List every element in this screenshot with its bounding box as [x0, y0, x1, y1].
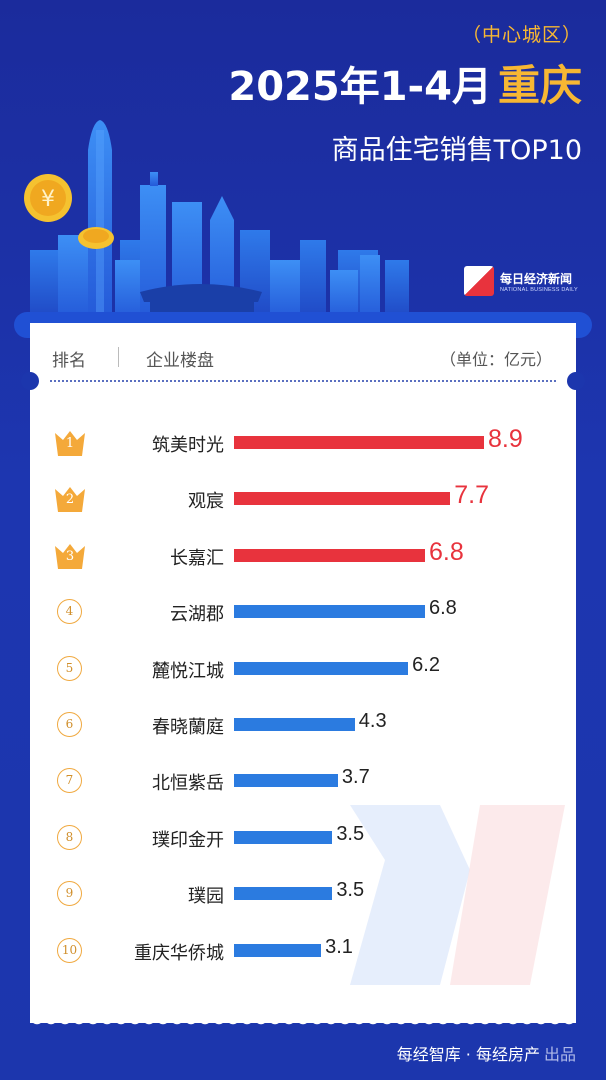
value-bar [234, 605, 425, 619]
card-notch-left [21, 372, 39, 390]
title-period: 2025年1-4月 [228, 64, 492, 110]
rank-column-header: 排名 [52, 351, 86, 371]
logo-en-text: NATIONAL BUSINESS DAILY [500, 286, 578, 293]
rank-number: 4 [57, 599, 82, 625]
table-row: 3 长嘉汇 6.8 [30, 536, 576, 576]
crown-icon: 3 [54, 542, 86, 570]
crown-icon: 2 [54, 485, 86, 513]
value-bar [234, 718, 355, 731]
rank-number: 9 [57, 881, 82, 907]
value-label: 8.9 [488, 425, 523, 453]
rank-number: 6 [57, 712, 82, 737]
value-label: 6.2 [412, 653, 440, 676]
value-label: 3.7 [341, 766, 370, 789]
svg-text:¥: ¥ [41, 187, 55, 212]
table-row: 1 筑美时光 8.9 [30, 423, 576, 463]
rank-number: 1 [65, 436, 75, 451]
table-row: 8 璞印金开 3.5 [30, 818, 576, 858]
project-name: 春晓蘭庭 [152, 717, 224, 738]
area-label: （中心城区） [461, 24, 582, 46]
value-label: 3.1 [325, 935, 353, 958]
footer-credit: 每经智库 · 每经房产 出品 [397, 1041, 576, 1065]
ranking-list: 1 筑美时光 8.9 2 观宸 7.7 3 长嘉汇 6.8 4 云湖郡 6.8 5 麓悦江城 6.2 6 春晓蘭… [30, 0, 576, 1080]
project-name: 筑美时光 [152, 435, 224, 456]
table-row: 2 观宸 7.7 [30, 479, 576, 519]
rank-number: 7 [57, 768, 82, 794]
project-name: 北恒紫岳 [152, 773, 224, 795]
value-bar [234, 887, 333, 901]
value-bar [234, 492, 451, 506]
project-name: 云湖郡 [170, 604, 224, 626]
value-bar [234, 774, 338, 788]
footer-suffix: 出品 [543, 1045, 576, 1064]
project-name: 长嘉汇 [170, 547, 224, 569]
value-label: 6.8 [429, 597, 457, 620]
value-label: 3.5 [336, 822, 365, 845]
table-row: 4 云湖郡 6.8 [30, 592, 576, 632]
logo-watermark [350, 805, 565, 985]
header-dotted-divider [50, 380, 556, 382]
title-city: 重庆 [497, 61, 582, 110]
project-column-header: 企业楼盘 [146, 351, 214, 371]
page-title: 2025年1-4月 重庆 [228, 52, 582, 113]
project-name: 麓悦江城 [152, 660, 224, 682]
rank-number: 10 [57, 937, 82, 963]
unit-label: （单位：亿元） [439, 350, 552, 369]
table-row: 10 重庆华侨城 3.1 [30, 931, 576, 971]
city-skyline-illustration: ¥ [24, 120, 409, 320]
crown-icon: 1 [54, 429, 86, 457]
rank-number: 3 [65, 548, 75, 564]
project-name: 璞园 [188, 886, 224, 908]
table-row: 9 璞园 3.5 [30, 874, 576, 914]
card-notch-right [567, 372, 585, 390]
logo-icon [464, 266, 494, 296]
value-bar [234, 943, 322, 957]
value-bar [234, 830, 333, 844]
footer-source: 每经智库 · 每经房产 [396, 1045, 540, 1064]
brand-logo: 每日经济新闻 NATIONAL BUSINESS DAILY [464, 266, 578, 296]
rank-number: 8 [57, 824, 82, 850]
table-row: 6 春晓蘭庭 4.3 [30, 705, 576, 745]
table-row: 5 麓悦江城 6.2 [30, 649, 576, 689]
value-label: 7.7 [454, 481, 490, 510]
rank-number: 5 [57, 655, 82, 681]
header-divider [118, 347, 119, 367]
project-name: 重庆华侨城 [134, 942, 224, 964]
table-row: 7 北恒紫岳 3.7 [30, 761, 576, 801]
project-name: 观宸 [188, 491, 224, 513]
value-bar [234, 548, 425, 562]
logo-cn-text: 每日经济新闻 [500, 271, 573, 286]
project-name: 璞印金开 [152, 829, 224, 851]
value-bar [234, 436, 484, 449]
card-bottom-edge [30, 1018, 576, 1032]
value-label: 6.8 [429, 537, 464, 566]
rank-number: 2 [65, 492, 75, 508]
value-label: 3.5 [336, 879, 365, 902]
page-subtitle: 商品住宅销售TOP10 [331, 135, 582, 166]
value-bar [234, 661, 409, 675]
value-label: 4.3 [358, 710, 387, 732]
